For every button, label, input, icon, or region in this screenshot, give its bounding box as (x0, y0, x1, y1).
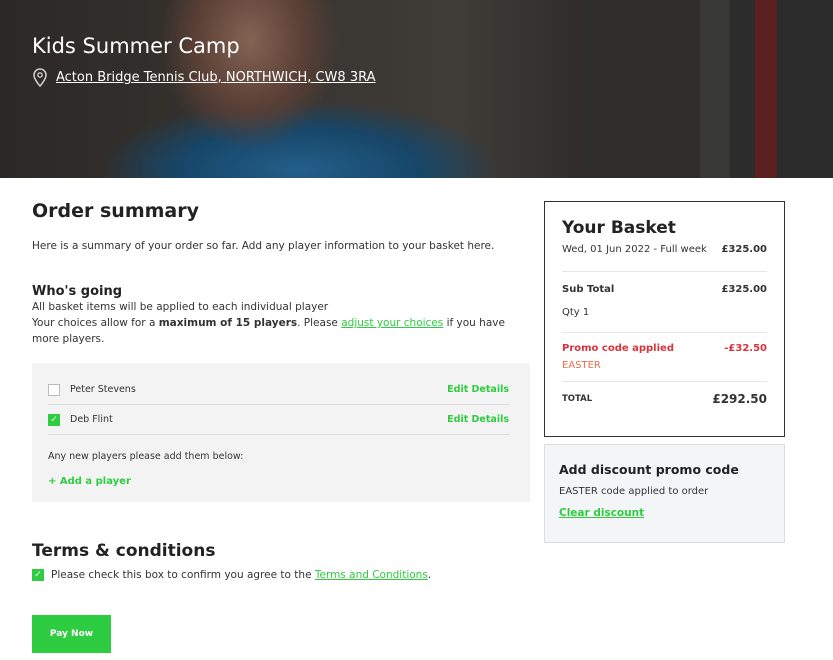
discount-status: EASTER code applied to order (559, 486, 709, 497)
terms-row: ✓ Please check this box to confirm you a… (32, 569, 431, 581)
edit-details-link[interactable]: Edit Details (447, 414, 509, 425)
text: if you have more players. (32, 317, 505, 345)
hero-image-detail (755, 0, 777, 178)
promo-row: Promo code applied -£32.50 (562, 343, 767, 354)
basket: Your Basket Wed, 01 Jun 2022 - Full week… (544, 201, 785, 437)
hero-banner: Kids Summer Camp Acton Bridge Tennis Clu… (0, 0, 833, 178)
map-pin-icon (33, 68, 47, 87)
player-name: Peter Stevens (70, 384, 136, 395)
text: . Please (297, 317, 342, 329)
promo-code-text: EASTER (562, 360, 601, 371)
basket-item: Wed, 01 Jun 2022 - Full week £325.00 (562, 244, 767, 255)
subtotal-label: Sub Total (562, 284, 615, 295)
subtotal-row: Sub Total £325.00 (562, 284, 767, 295)
whos-going-line2: Your choices allow for a maximum of 15 p… (32, 315, 530, 347)
divider (562, 381, 767, 382)
total-label: TOTAL (562, 394, 593, 404)
hero-overlay (0, 0, 833, 178)
player-row: ✓ Deb Flint Edit Details (48, 405, 509, 435)
total-value: £292.50 (712, 392, 767, 406)
player-checkbox[interactable]: ✓ (48, 413, 60, 426)
adjust-choices-link[interactable]: adjust your choices (341, 317, 444, 329)
whos-going-line1: All basket items will be applied to each… (32, 301, 329, 313)
order-summary: Order summary Here is a summary of your … (32, 200, 530, 502)
terms-title: Terms & conditions (32, 541, 216, 561)
discount-panel: Add discount promo code EASTER code appl… (544, 444, 785, 543)
terms-section: Terms & conditions ✓ Please check this b… (32, 541, 431, 581)
basket-title: Your Basket (562, 218, 676, 238)
subtotal-value: £325.00 (721, 284, 767, 295)
pay-now-button[interactable]: Pay Now (32, 615, 111, 653)
add-player-link[interactable]: + Add a player (48, 476, 131, 487)
qty-text: Qty 1 (562, 307, 590, 318)
terms-checkbox[interactable]: ✓ (32, 569, 44, 581)
terms-text: Please check this box to confirm you agr… (51, 569, 431, 581)
divider (562, 271, 767, 272)
order-intro: Here is a summary of your order so far. … (32, 240, 495, 252)
player-row: Peter Stevens Edit Details (48, 375, 509, 405)
max-players: maximum of 15 players (158, 317, 298, 329)
hero-image-detail (700, 0, 730, 178)
players-panel: Peter Stevens Edit Details ✓ Deb Flint E… (32, 363, 530, 502)
clear-discount-link[interactable]: Clear discount (559, 507, 645, 519)
new-players-text: Any new players please add them below: (48, 451, 244, 462)
whos-going-title: Who's going (32, 284, 123, 299)
location-link[interactable]: Acton Bridge Tennis Club, NORTHWICH, CW8… (56, 70, 376, 85)
qty: Qty 1 (562, 307, 767, 318)
edit-details-link[interactable]: Edit Details (447, 384, 509, 395)
text: . (427, 569, 432, 581)
event-title: Kids Summer Camp (32, 34, 240, 58)
discount-title: Add discount promo code (559, 462, 739, 477)
promo-amount: -£32.50 (724, 343, 767, 354)
player-checkbox[interactable] (48, 383, 60, 396)
location: Acton Bridge Tennis Club, NORTHWICH, CW8… (32, 68, 375, 87)
item-name: Wed, 01 Jun 2022 - Full week (562, 244, 707, 255)
terms-link[interactable]: Terms and Conditions (314, 569, 428, 581)
text: Your choices allow for a (32, 317, 159, 329)
player-name: Deb Flint (70, 414, 113, 425)
item-price: £325.00 (721, 244, 767, 255)
promo-label: Promo code applied (562, 343, 674, 354)
order-summary-title: Order summary (32, 200, 200, 222)
promo-code: EASTER (562, 360, 767, 371)
text: Please check this box to confirm you agr… (51, 569, 315, 581)
total-row: TOTAL £292.50 (562, 392, 767, 406)
divider (562, 332, 767, 333)
